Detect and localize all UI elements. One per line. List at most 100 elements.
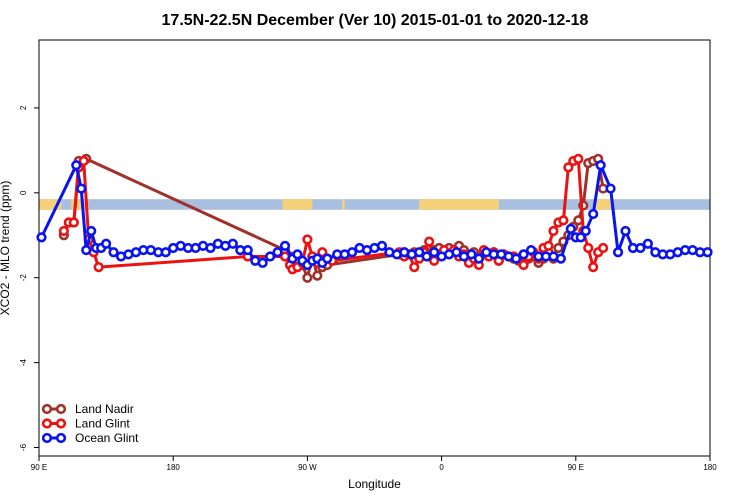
- ocean-glint-point: [347, 247, 358, 258]
- ocean-glint-point: [76, 183, 87, 194]
- ocean-glint-point: [518, 249, 529, 260]
- land-glint-point: [78, 155, 89, 167]
- ocean-glint-point: [205, 242, 216, 254]
- legend-marker: [41, 432, 53, 444]
- ocean-glint-point: [612, 247, 624, 258]
- y-tick-label: 0: [19, 190, 28, 195]
- x-axis-label: Longitude: [348, 477, 401, 491]
- legend-label: Land Nadir: [75, 402, 134, 416]
- ocean-glint-point: [86, 225, 97, 237]
- x-tick-label: 180: [167, 463, 181, 472]
- chart-title: 17.5N-22.5N December (Ver 10) 2015-01-01…: [162, 12, 589, 29]
- ocean-glint-point: [565, 223, 576, 234]
- land-nadir-point: [312, 270, 323, 281]
- ocean-glint-point: [421, 251, 432, 262]
- y-tick-label: 2: [19, 105, 28, 110]
- land-segment: [39, 199, 62, 210]
- ocean-glint-point: [642, 238, 653, 249]
- land-glint-point: [548, 225, 559, 237]
- ocean-strip: [39, 199, 710, 210]
- legend-label: Ocean Glint: [75, 431, 139, 445]
- y-axis: -6 -4 -2 0 2: [19, 105, 39, 451]
- land-glint-point: [563, 162, 574, 173]
- ocean-glint-point: [81, 245, 92, 256]
- ocean-glint-point: [555, 253, 566, 264]
- x-tick-label: 90 E: [31, 463, 47, 472]
- series-layer: [36, 153, 713, 283]
- x-tick-label: 180: [703, 463, 717, 472]
- land-glint-point: [58, 225, 69, 237]
- legend-item-land-glint: Land Glint: [41, 417, 130, 431]
- legend-item-land-nadir: Land Nadir: [41, 402, 134, 416]
- ocean-glint-point: [575, 232, 586, 243]
- ocean-glint-point: [265, 251, 276, 262]
- x-tick-label: 0: [439, 463, 444, 472]
- land-segment: [342, 199, 345, 210]
- ocean-glint-point: [702, 247, 713, 258]
- ocean-glint-point: [580, 225, 591, 237]
- land-glint-point: [588, 262, 599, 273]
- ocean-glint-point: [376, 240, 388, 251]
- land-segment: [282, 199, 313, 210]
- legend-marker: [41, 418, 53, 429]
- x-axis: 90 E 180 90 W 0 90 E 180: [31, 456, 717, 472]
- land-glint-point: [583, 242, 594, 254]
- ocean-glint-point: [511, 253, 522, 264]
- x-tick-label: 90 W: [298, 463, 317, 472]
- land-glint-point: [518, 259, 529, 271]
- legend-marker: [55, 432, 67, 444]
- land-ocean-strip: [39, 199, 710, 210]
- ocean-glint-point: [588, 208, 599, 220]
- ocean-glint-point: [414, 247, 425, 258]
- land-glint-point: [543, 240, 554, 251]
- land-glint-point: [424, 236, 435, 247]
- ocean-glint-point: [227, 238, 238, 249]
- ocean-glint-point: [322, 253, 333, 264]
- legend-item-ocean-glint: Ocean Glint: [41, 431, 139, 445]
- land-glint-point: [598, 242, 609, 254]
- y-tick-label: -2: [19, 274, 28, 282]
- ocean-glint-series: [36, 160, 713, 271]
- ocean-glint-point: [257, 257, 268, 268]
- ocean-glint-point: [292, 249, 303, 260]
- ocean-glint-point: [100, 238, 112, 249]
- ocean-glint-point: [272, 247, 283, 258]
- y-axis-label: XCO2 - MLO trend (ppm): [0, 181, 12, 316]
- x-tick-label: 90 E: [568, 463, 584, 472]
- land-nadir-point: [553, 242, 564, 254]
- land-glint-point: [317, 247, 328, 258]
- legend-marker: [55, 403, 67, 415]
- land-glint-point: [409, 262, 420, 273]
- land-nadir-point: [302, 272, 313, 283]
- y-tick-label: -6: [19, 443, 28, 451]
- land-glint-point: [302, 234, 313, 245]
- land-segment: [595, 199, 611, 210]
- ocean-glint-point: [108, 247, 119, 258]
- ocean-glint-point: [466, 249, 477, 260]
- land-segment: [71, 199, 87, 210]
- ocean-glint-point: [595, 160, 606, 171]
- legend-marker: [41, 403, 53, 415]
- land-glint-point: [93, 262, 104, 273]
- ocean-glint-point: [605, 183, 616, 194]
- ocean-glint-point: [71, 160, 82, 171]
- ocean-glint-point: [473, 253, 484, 264]
- y-tick-label: -4: [19, 359, 28, 367]
- ocean-glint-point: [242, 245, 253, 256]
- land-glint-point: [558, 215, 569, 226]
- ocean-glint-point: [525, 245, 537, 256]
- ocean-glint-point: [451, 247, 462, 258]
- ocean-glint-point: [429, 247, 440, 258]
- ocean-glint-point: [160, 247, 171, 258]
- legend-marker: [55, 418, 67, 429]
- land-segment: [419, 199, 499, 210]
- land-glint-point: [573, 153, 584, 164]
- ocean-glint-point: [620, 225, 631, 237]
- ocean-glint-point: [279, 240, 291, 251]
- ocean-glint-point: [36, 232, 47, 243]
- land-glint-point: [68, 217, 79, 228]
- legend-label: Land Glint: [75, 417, 130, 431]
